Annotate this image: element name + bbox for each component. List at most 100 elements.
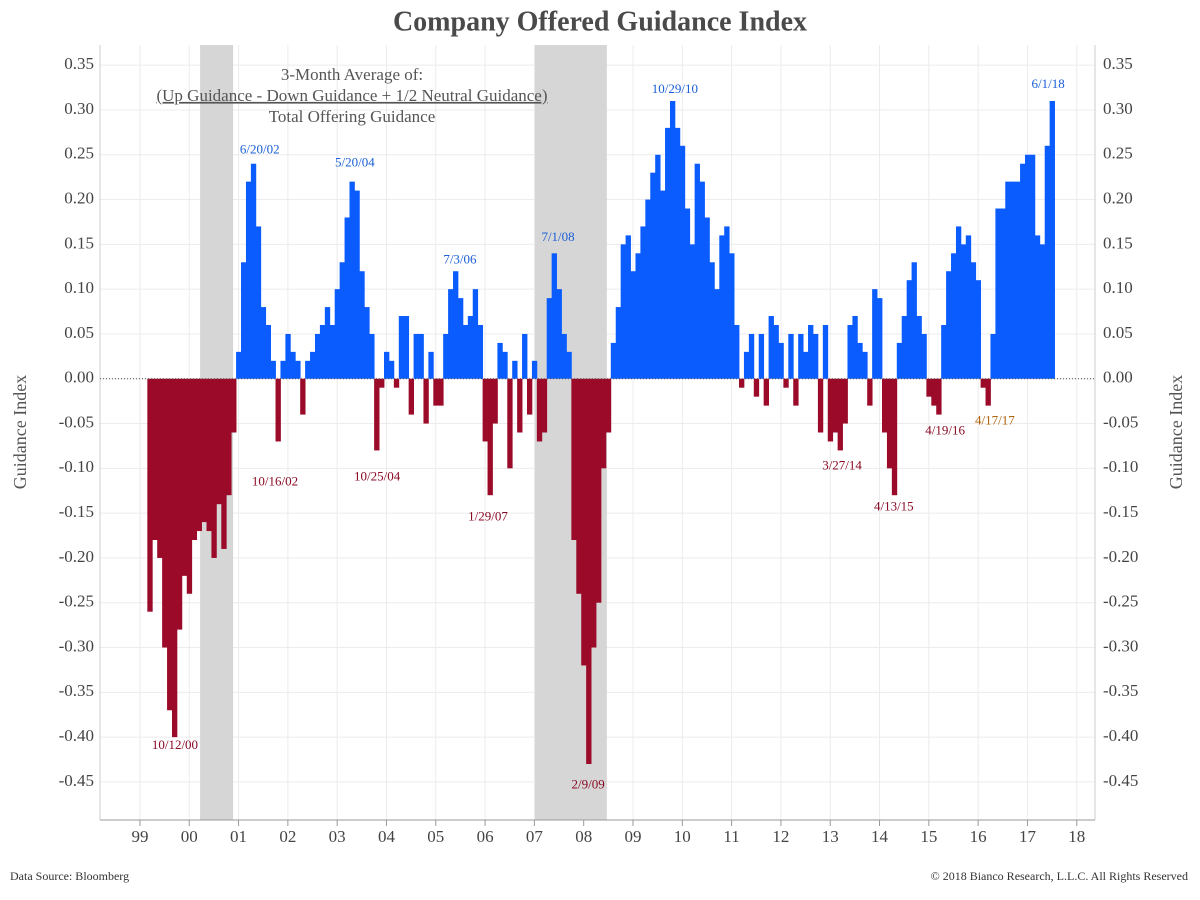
y-tick-label: -0.05 <box>59 412 94 431</box>
bar <box>369 333 375 379</box>
bar <box>502 351 508 379</box>
y-tick-label: -0.30 <box>59 636 94 655</box>
y-tick-label: 0.00 <box>64 368 94 387</box>
bar <box>359 271 365 379</box>
y-tick-label: 0.05 <box>64 323 94 342</box>
annotation: 1/29/07 <box>468 509 508 524</box>
bar <box>822 324 829 379</box>
x-tick-label: 00 <box>181 827 198 846</box>
bar <box>630 271 636 379</box>
bar <box>709 262 715 379</box>
x-tick-label: 04 <box>378 827 396 846</box>
copyright: © 2018 Bianco Research, L.L.C. All Right… <box>931 869 1188 883</box>
bar <box>1000 208 1006 379</box>
bar <box>324 307 331 379</box>
bar <box>990 333 996 379</box>
y2-tick-label: -0.15 <box>1103 502 1138 521</box>
y-tick-label: 0.10 <box>64 278 94 297</box>
bar <box>546 298 553 379</box>
subtitle: 3-Month Average of: <box>281 65 423 84</box>
x-tick-label: 14 <box>871 827 889 846</box>
bar <box>837 378 843 451</box>
y-tick-label: -0.15 <box>59 502 94 521</box>
bar <box>689 244 696 379</box>
y2-tick-label: 0.20 <box>1103 188 1133 207</box>
bar <box>512 360 518 379</box>
bar <box>1029 154 1036 379</box>
y2-tick-label: 0.05 <box>1103 323 1133 342</box>
bar <box>773 324 779 379</box>
bar <box>531 360 538 379</box>
annotation: 10/25/04 <box>354 468 401 483</box>
bar <box>462 324 469 379</box>
bar <box>955 226 962 379</box>
y-tick-label: -0.40 <box>59 726 94 745</box>
y-tick-label: 0.25 <box>64 144 94 163</box>
bar <box>886 378 893 469</box>
y2-tick-label: -0.25 <box>1103 592 1138 611</box>
bar <box>783 378 789 388</box>
x-tick-label: 18 <box>1068 827 1085 846</box>
bar <box>1024 154 1031 379</box>
bar <box>211 378 217 558</box>
annotation: 10/12/00 <box>152 737 198 752</box>
bar <box>891 378 898 496</box>
bar <box>596 378 602 603</box>
bar <box>803 351 809 379</box>
bar <box>482 378 488 442</box>
bar <box>881 378 888 433</box>
y2-tick-label: -0.40 <box>1103 726 1138 745</box>
bar <box>231 378 237 433</box>
bar <box>453 271 459 379</box>
x-tick-label: 16 <box>970 827 987 846</box>
bar <box>669 100 676 379</box>
bar <box>808 324 814 379</box>
bar <box>526 378 533 415</box>
bar <box>970 262 977 379</box>
bar <box>487 378 493 496</box>
y-tick-label: -0.25 <box>59 592 94 611</box>
bar <box>438 378 444 406</box>
bar <box>586 378 592 765</box>
y2-tick-label: -0.35 <box>1103 681 1138 700</box>
bar <box>739 378 745 388</box>
bar <box>314 333 321 379</box>
bar <box>260 307 267 379</box>
bar <box>408 378 414 415</box>
bar <box>985 378 991 406</box>
bar <box>620 244 627 379</box>
x-tick-label: 15 <box>920 827 937 846</box>
bar <box>423 378 429 424</box>
x-tick-label: 06 <box>477 827 494 846</box>
bar <box>975 280 982 379</box>
y-tick-label: 0.20 <box>64 188 94 207</box>
bar <box>867 378 873 406</box>
bar <box>936 378 942 415</box>
annotation: 6/20/02 <box>240 141 280 156</box>
bar <box>965 235 972 379</box>
y2-tick-label: 0.25 <box>1103 144 1133 163</box>
bar <box>285 333 291 379</box>
bar <box>817 378 824 433</box>
annotation: 4/19/16 <box>925 423 965 438</box>
bar <box>674 127 681 379</box>
bar <box>852 316 858 379</box>
subtitle: Total Offering Guidance <box>269 107 436 126</box>
x-tick-label: 17 <box>1019 827 1037 846</box>
bar <box>911 262 917 379</box>
bar <box>645 199 651 379</box>
x-tick-label: 01 <box>230 827 247 846</box>
bar <box>517 378 523 433</box>
bar <box>181 378 188 576</box>
x-tick-label: 12 <box>772 827 789 846</box>
annotation: 7/1/08 <box>541 229 574 244</box>
bar <box>379 378 385 388</box>
bar <box>216 378 222 505</box>
bar <box>561 333 567 379</box>
bar <box>329 324 336 379</box>
bar <box>186 378 193 594</box>
bar <box>226 378 232 496</box>
bar <box>176 378 183 630</box>
bar <box>467 316 474 379</box>
bar <box>364 307 370 379</box>
